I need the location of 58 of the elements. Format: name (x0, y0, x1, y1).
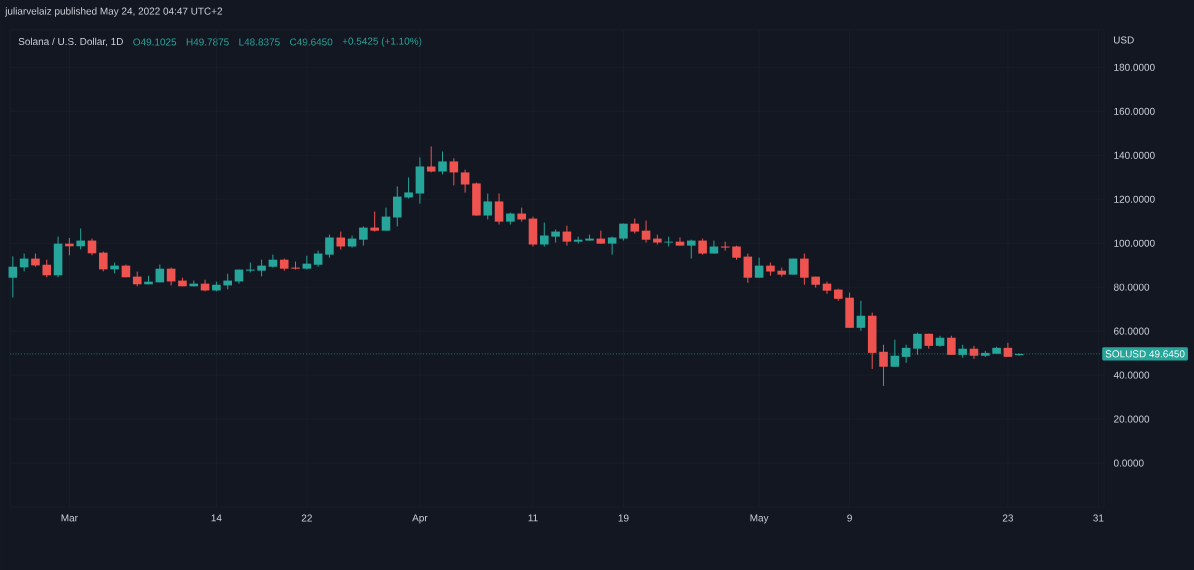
x-tick-label: 11 (528, 514, 538, 522)
candlestick (754, 257, 764, 279)
y-tick-label: 80.0000 (1113, 283, 1150, 291)
candlestick (562, 225, 572, 247)
x-tick-label: 23 (1002, 514, 1014, 522)
candlestick (99, 251, 108, 272)
y-tick-label: 40.0000 (1113, 371, 1150, 379)
candlestick (325, 234, 334, 259)
candlestick (460, 169, 470, 194)
y-axis-title: USD (1113, 36, 1134, 44)
candlestick (404, 176, 413, 200)
candlestick (687, 239, 696, 260)
candlestick (800, 253, 809, 286)
candlestick (438, 151, 447, 175)
candlestick (268, 254, 278, 269)
chart-subtitle: juliarvelaiz published May 24, 2022 04:47 UTC+2 (4, 7, 223, 17)
candlestick (483, 193, 493, 220)
candlestick (664, 236, 673, 247)
annotation: C49.6450 (290, 38, 333, 46)
y-tick-label: 120.0000 (1114, 195, 1155, 203)
candlestick (359, 226, 368, 247)
candlestick (449, 157, 459, 186)
candlestick (675, 236, 685, 247)
x-tick-label: Mar (61, 514, 78, 522)
x-tick-label: 19 (618, 514, 629, 522)
annotation: O49.1025 (133, 38, 177, 46)
y-tick-label: 60.0000 (1114, 327, 1150, 335)
candlestick (426, 145, 436, 173)
candlestick (381, 207, 391, 232)
y-tick-label: 0.0000 (1113, 459, 1144, 467)
candlestick (76, 227, 85, 250)
y-tick-label: 160.0000 (1114, 107, 1155, 115)
candlestick (336, 231, 346, 251)
y-tick-label: 180.0000 (1114, 63, 1155, 71)
ref-line-label: SOLUSD 49.6450 (1105, 350, 1185, 358)
candlestick (709, 240, 719, 255)
y-tick-label: 20.0000 (1114, 415, 1150, 423)
x-tick-label: Apr (412, 514, 428, 524)
text: Solana / U.S. Dollar, 1D (18, 37, 123, 47)
candlestick (393, 185, 402, 227)
y-tick-label: 100.0000 (1114, 239, 1155, 247)
candlestick (856, 300, 866, 332)
x-tick-label: May (750, 514, 769, 524)
candlestick (879, 344, 888, 387)
candlestick (743, 253, 753, 284)
candlestick (370, 211, 379, 233)
candlestick (540, 222, 549, 247)
annotation: L48.8375 (239, 38, 280, 46)
y-tick-label: 140.0000 (1114, 151, 1155, 159)
annotation: +0.5425 (+1.10%) (342, 37, 422, 47)
x-tick-label: 22 (301, 514, 312, 522)
candlestick (494, 193, 504, 226)
x-tick-label: 14 (211, 514, 222, 522)
candlestick (641, 220, 651, 244)
x-tick-label: 31 (1093, 514, 1104, 522)
annotation: H49.7875 (186, 38, 229, 46)
candlestick (8, 255, 18, 298)
x-tick-label: 9 (847, 514, 852, 522)
